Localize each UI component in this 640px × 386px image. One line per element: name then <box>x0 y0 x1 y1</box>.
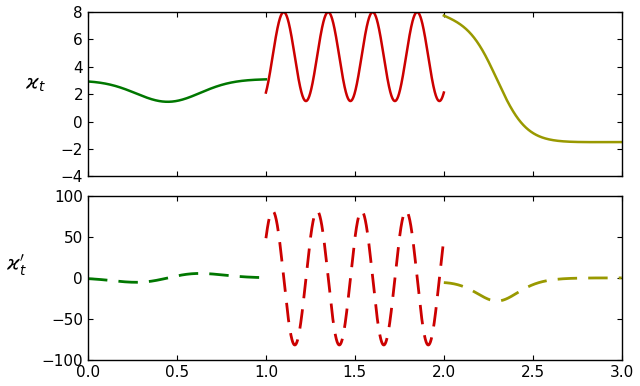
Y-axis label: $\varkappa_t'$: $\varkappa_t'$ <box>6 252 27 278</box>
Y-axis label: $\varkappa_t$: $\varkappa_t$ <box>26 76 46 94</box>
